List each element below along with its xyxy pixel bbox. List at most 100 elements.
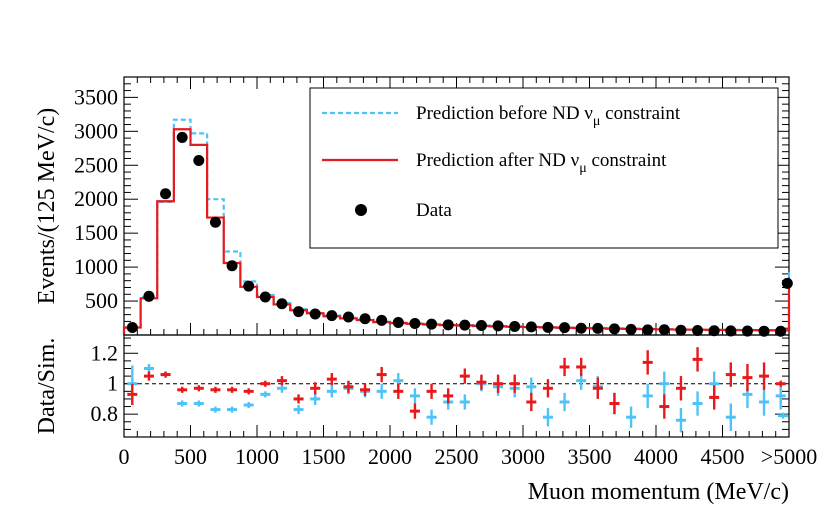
ratio-y-tick-label: 1.2 [91,340,119,365]
ratio-point-before [642,383,653,409]
ratio-point-after [509,374,520,393]
ratio-point-before [692,391,703,416]
data-point [608,323,620,335]
ratio-point-before [293,405,304,415]
ratio-point-after [742,363,753,392]
x-tick-label: 1000 [235,444,279,469]
ratio-point-after [210,386,221,393]
data-point [193,155,205,167]
ratio-point-after [759,362,770,390]
data-point [276,298,288,310]
ratio-point-after [243,388,254,395]
y-tick-label: 1500 [74,220,118,245]
y-tick-label: 2000 [74,186,118,211]
legend: Prediction before ND νμ constraintPredic… [309,87,779,249]
data-point [426,318,438,330]
legend-label-text: Data [416,200,452,221]
top-y-axis-label: Events/(125 MeV/c) [34,108,60,305]
x-tick-label: >5000 [761,444,817,469]
ratio-y-tick-label: 0.8 [91,401,119,426]
legend-label-text: Prediction after ND ν [416,150,580,171]
ratio-point-after [775,380,786,387]
ratio-point-after [310,382,321,395]
ratio-point-after [476,374,487,390]
top-panel: 500 1000 1500 2000 2500 3000 3500 [74,76,793,337]
data-point [309,308,321,320]
data-point [160,188,172,200]
data-point [409,317,421,329]
legend-label-subscript: μ [579,161,587,176]
ratio-point-after [393,383,404,399]
x-tick-label: 3000 [501,444,545,469]
legend-box [309,87,779,249]
y-tick-label: 3000 [74,118,118,143]
ratio-y-tick-label: 1 [107,371,118,396]
data-point [708,325,720,337]
ratio-point-after [227,386,238,393]
ratio-point-before [659,371,670,396]
ratio-point-after [642,350,653,375]
ratio-point-before [260,391,271,398]
ratio-point-after [160,371,171,378]
x-tick-label: 2500 [435,444,479,469]
ratio-point-after [143,371,154,381]
ratio-point-after [559,357,570,377]
ratio-point-after [542,379,553,398]
legend-label-subscript: μ [593,114,601,129]
data-point [492,320,504,332]
x-tick-label: 1500 [302,444,346,469]
data-point [326,310,338,322]
data-point [542,321,554,333]
data-point [775,325,787,337]
y-tick-label: 3500 [74,84,118,109]
x-tick-label: 2000 [368,444,412,469]
data-point [675,324,687,336]
ratio-point-after [260,380,271,387]
data-point [559,322,571,334]
ratio-point-before [426,409,437,425]
ratio-point-after [576,357,587,377]
ratio-point-before [459,394,470,410]
data-point [509,321,521,333]
ratio-point-before [725,403,736,431]
data-point [758,325,770,337]
data-point [642,324,654,336]
ratio-point-before [243,401,254,409]
ratio-point-after [709,385,720,410]
x-tick-label: 500 [174,444,207,469]
data-point [725,325,737,337]
data-point [293,306,305,318]
ratio-point-before [626,406,637,428]
ratio-point-after [127,383,138,406]
y-tick-label: 1000 [74,254,118,279]
ratio-point-before [675,408,686,433]
ratio-point-before [193,400,204,407]
data-point [376,314,388,326]
ratio-point-before [542,408,553,427]
ratio-point-after [725,362,736,387]
data-point [392,316,404,328]
legend-label: Prediction after ND νμ constraint [416,150,667,176]
ratio-point-after [526,392,537,412]
ratio-point-after [409,403,420,419]
ratio-point-before [326,385,337,398]
ratio-point-after [193,385,204,392]
data-point [575,322,587,334]
data-point [226,260,238,272]
x-tick-label: 4000 [634,444,678,469]
ratio-point-after [692,347,703,372]
data-point [525,321,537,333]
ratio-point-after [177,386,188,393]
data-point [243,280,255,292]
data-point [475,319,487,331]
data-point [741,325,753,337]
ratio-point-after [276,376,287,386]
x-tick-label: 4500 [701,444,745,469]
ratio-point-after [360,383,371,396]
legend-label: Prediction before ND νμ constraint [416,103,681,129]
legend-label: Data [416,200,452,221]
legend-label-text: Prediction before ND ν [416,103,593,124]
legend-label-suffix: constraint [587,150,667,171]
